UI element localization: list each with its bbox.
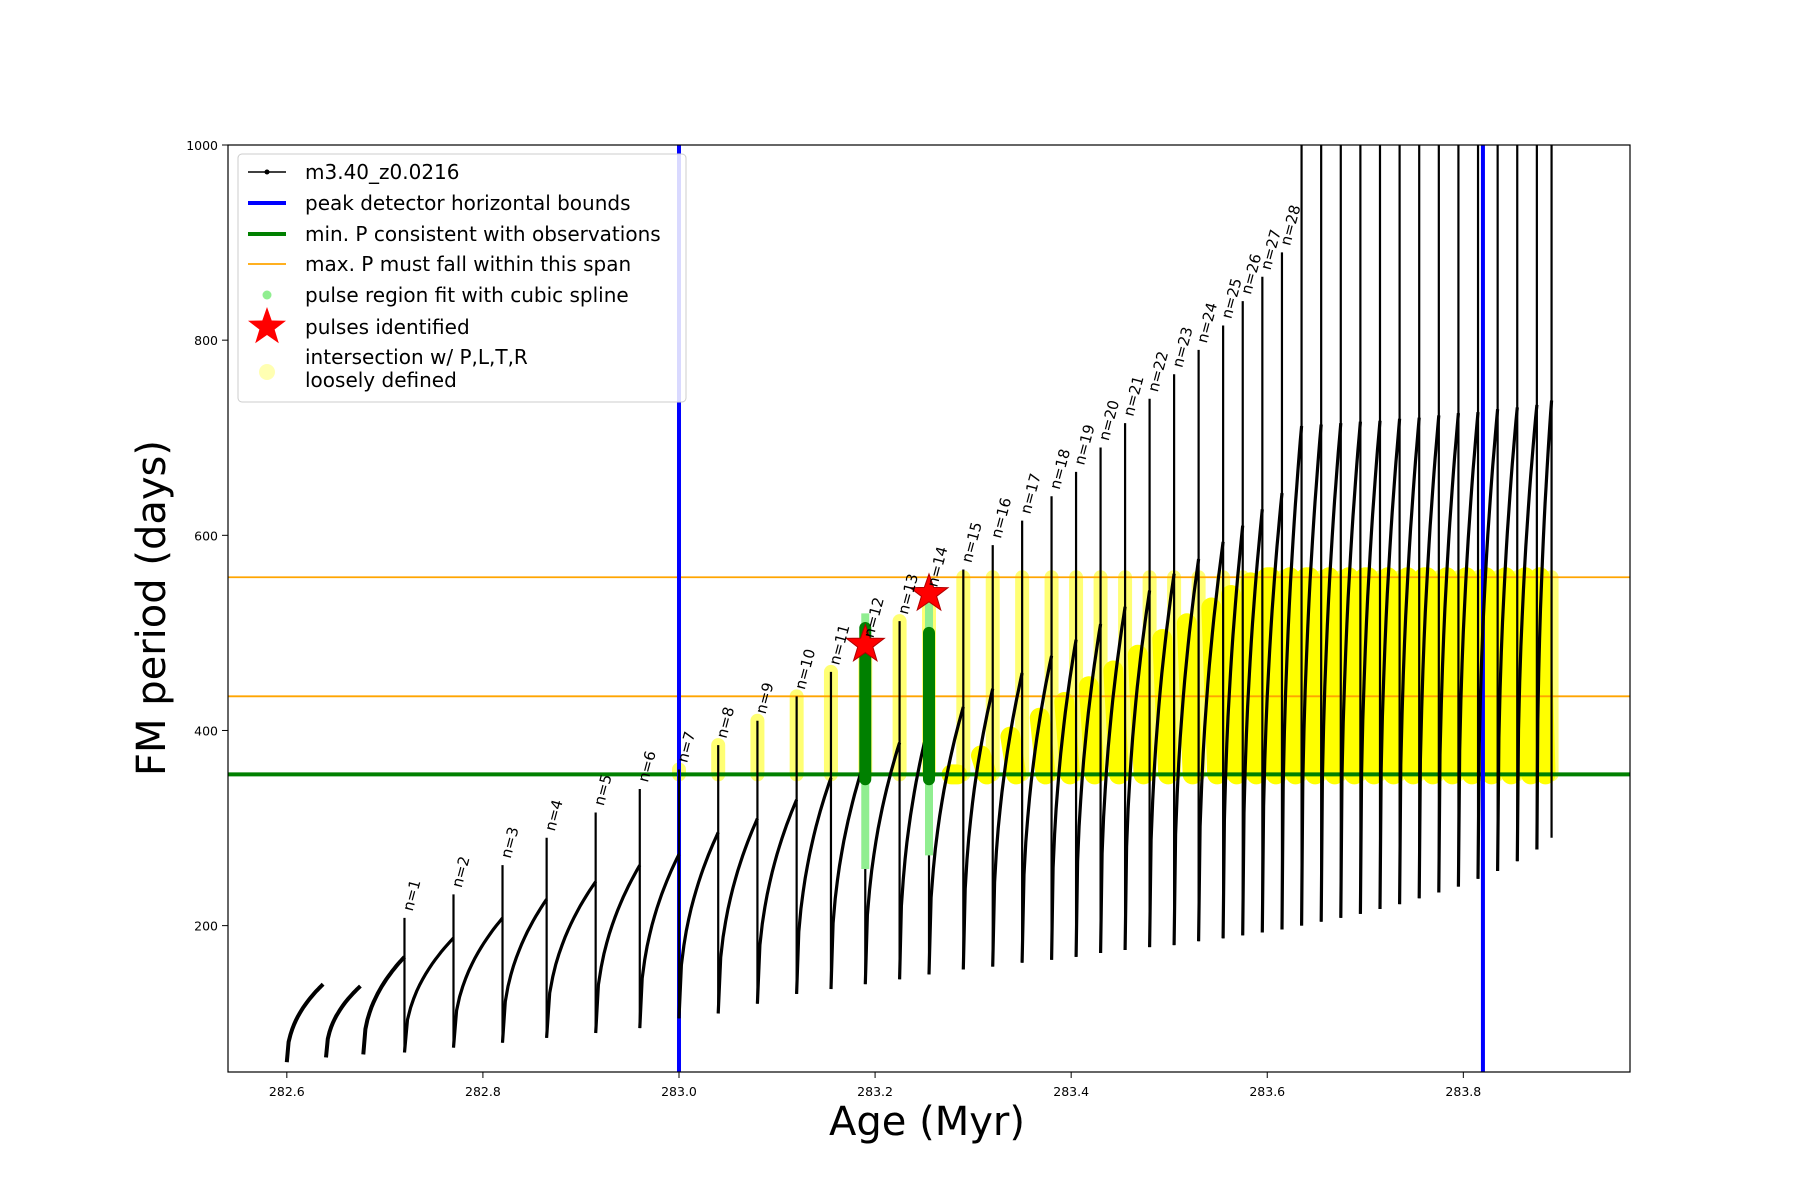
model-cycle-curve bbox=[716, 817, 759, 1014]
intersection-ridge bbox=[1299, 567, 1326, 785]
model-cycle-curve bbox=[1496, 407, 1519, 872]
model-cycle-curve bbox=[594, 864, 642, 1034]
model-layer bbox=[284, 145, 1554, 1063]
model-cycle-curve bbox=[1437, 412, 1460, 893]
y-tick-label: 800 bbox=[194, 333, 218, 348]
model-cycle-curve bbox=[451, 916, 504, 1048]
model-cycle-curve bbox=[755, 799, 799, 1004]
x-tick-label: 283.8 bbox=[1445, 1084, 1481, 1099]
y-axis-label: FM period (days) bbox=[129, 440, 175, 776]
intersection-ridge bbox=[1377, 567, 1404, 785]
intersection-ridge bbox=[1000, 726, 1027, 785]
model-cycle-curve bbox=[1358, 420, 1382, 914]
model-cycle-curve bbox=[1221, 525, 1245, 939]
model-cycle-curve bbox=[1050, 639, 1078, 960]
legend-label: pulse region fit with cubic spline bbox=[305, 283, 629, 307]
intersection-ridge bbox=[1515, 567, 1541, 785]
intersection-ridge bbox=[1456, 567, 1483, 785]
model-cycle-curve bbox=[1197, 541, 1225, 942]
intersection-ridge bbox=[1495, 567, 1522, 785]
x-tick-label: 283.6 bbox=[1249, 1084, 1285, 1099]
model-cycle-curve bbox=[1456, 411, 1480, 887]
y-tick-label: 200 bbox=[194, 919, 218, 934]
legend-label: min. P consistent with observations bbox=[305, 222, 661, 246]
model-cycle-curve bbox=[1099, 606, 1127, 954]
legend-intersection-dot bbox=[259, 364, 275, 380]
intersection-ridge bbox=[1417, 567, 1443, 785]
intersection-ridge bbox=[1475, 567, 1502, 785]
model-cycle-curve bbox=[1280, 425, 1304, 930]
model-cycle-curve bbox=[1378, 418, 1402, 910]
legend-label: peak detector horizontal bounds bbox=[305, 191, 631, 215]
model-cycle-curve bbox=[545, 880, 598, 1038]
pulse-identified-star bbox=[908, 572, 950, 612]
legend-box bbox=[237, 153, 687, 403]
intersection-ridge bbox=[1240, 572, 1267, 785]
x-tick-label: 283.2 bbox=[857, 1084, 893, 1099]
intersection-ridge bbox=[1358, 567, 1384, 785]
x-axis-ticks: 282.6 282.8 283.0 283.2 283.4 283.6 283.8 bbox=[269, 1072, 1481, 1099]
x-tick-label: 282.8 bbox=[465, 1084, 501, 1099]
model-cycle-curve bbox=[961, 688, 995, 970]
model-cycle-curve bbox=[1172, 558, 1201, 946]
model-cycle-curve bbox=[1300, 424, 1323, 926]
model-cycle-curve bbox=[1535, 400, 1554, 850]
model-cycle-curve bbox=[361, 955, 406, 1055]
model-cycle-curve bbox=[324, 984, 362, 1058]
intersection-ridge bbox=[1220, 584, 1247, 785]
model-cycle-curve bbox=[1476, 409, 1500, 879]
model-cycle-curve bbox=[402, 936, 455, 1053]
pulse-identified-star bbox=[844, 623, 886, 663]
model-cycle-curve bbox=[1260, 492, 1284, 933]
legend-label: loosely defined bbox=[305, 368, 457, 392]
model-cycle-curve bbox=[863, 742, 902, 985]
model-cycle-curve bbox=[638, 853, 681, 1029]
model-cycle-curve bbox=[1339, 421, 1362, 918]
model-cycle-curve bbox=[284, 982, 325, 1063]
model-cycle-curve bbox=[991, 672, 1024, 967]
model-cycle-curve bbox=[1148, 573, 1176, 948]
intersection-ridge bbox=[1338, 567, 1365, 785]
model-cycle-curve bbox=[1417, 415, 1441, 899]
model-cycle-curve bbox=[1020, 655, 1054, 963]
intersection-ridge bbox=[970, 745, 997, 785]
plot-area: n=1n=2n=3n=4n=5n=6n=7n=8n=9n=10n=11n=12n… bbox=[228, 145, 1630, 1072]
legend-model-dot bbox=[264, 169, 270, 175]
intersection-ridge bbox=[1279, 567, 1306, 785]
x-tick-label: 283.0 bbox=[661, 1084, 697, 1099]
y-tick-label: 600 bbox=[194, 528, 218, 543]
model-cycle-curve bbox=[500, 898, 548, 1043]
intersection-ridge bbox=[1397, 567, 1424, 785]
model-cycle-curve bbox=[1123, 590, 1152, 951]
intersection-ridge bbox=[1436, 567, 1463, 785]
legend-spline-dot bbox=[262, 290, 272, 300]
legend-label: pulses identified bbox=[305, 315, 470, 339]
model-cycle-curve bbox=[795, 777, 833, 994]
y-tick-label: 1000 bbox=[186, 138, 218, 153]
x-tick-label: 283.4 bbox=[1053, 1084, 1089, 1099]
y-tick-label: 400 bbox=[194, 723, 218, 738]
model-cycle-curve bbox=[1241, 509, 1264, 936]
legend-pulse-star bbox=[248, 307, 286, 344]
model-cycle-curve bbox=[677, 831, 720, 1019]
model-cycle-curve bbox=[1515, 404, 1539, 862]
star-layer bbox=[844, 572, 950, 663]
legend-label: max. P must fall within this span bbox=[305, 252, 631, 276]
legend-label: intersection w/ P,L,T,R bbox=[305, 345, 528, 369]
x-tick-label: 282.6 bbox=[269, 1084, 305, 1099]
axes-frame bbox=[227, 144, 1631, 1073]
legend-label: m3.40_z0.0216 bbox=[305, 160, 460, 184]
model-cycle-curve bbox=[927, 706, 965, 975]
model-cycle-curve bbox=[1074, 623, 1103, 957]
model-cycle-curve bbox=[1319, 422, 1343, 922]
intersection-ridge bbox=[1319, 567, 1345, 785]
intersection-ridge bbox=[1029, 707, 1056, 785]
y-axis-ticks: 200 400 600 800 1000 bbox=[186, 138, 228, 934]
model-cycle-curve bbox=[1398, 417, 1421, 905]
x-axis-label: Age (Myr) bbox=[829, 1099, 1025, 1145]
